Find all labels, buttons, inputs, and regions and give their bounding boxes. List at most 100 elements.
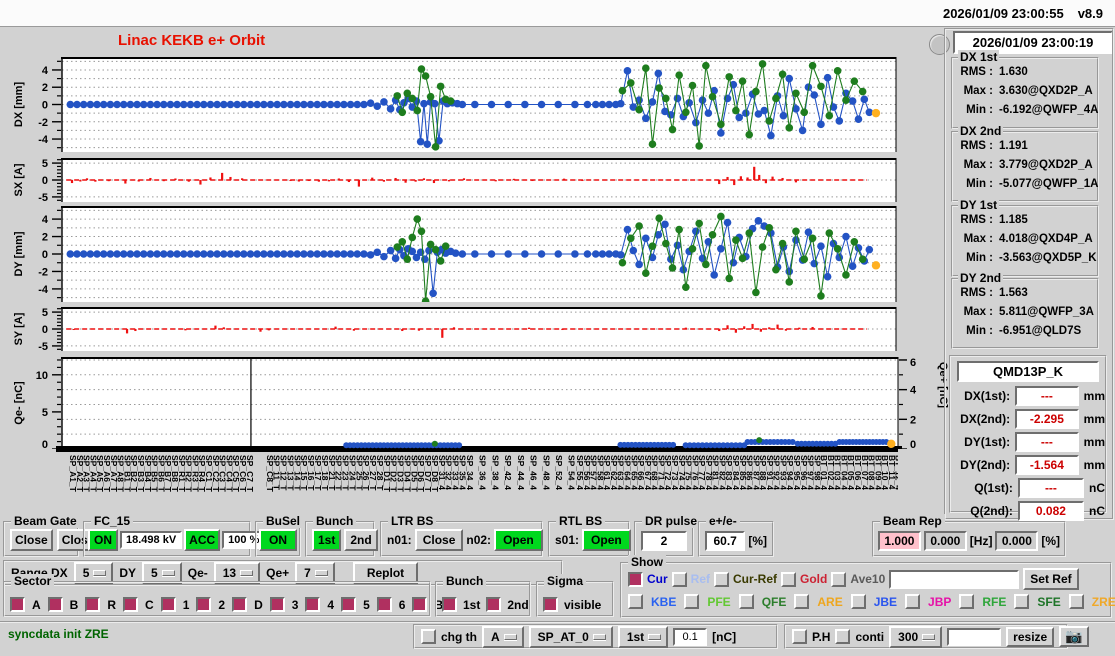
range-dx-dropdown[interactable]: 5 <box>73 562 114 584</box>
bunch-dropdown[interactable]: 1st <box>617 625 669 648</box>
show-sfe-checkbox[interactable] <box>1014 594 1030 609</box>
svg-text:SP_C6_T: SP_C6_T <box>238 455 248 493</box>
dx2nd-value: -2.295 <box>1015 408 1079 429</box>
bunch-2nd-button[interactable]: 2nd <box>344 529 378 551</box>
sector-checkbox-c[interactable] <box>123 597 139 612</box>
svg-text:DX [mm]: DX [mm] <box>13 82 25 128</box>
show-rfe-checkbox[interactable] <box>959 594 975 609</box>
sector-checkbox-4[interactable] <box>305 597 321 612</box>
max-line: Max :3.630@QXD2P_A <box>953 82 1097 101</box>
set-ref-button[interactable]: Set Ref <box>1023 568 1079 590</box>
monitor-row: DX(1st): --- mm <box>951 384 1105 407</box>
beam-gate-close-button-1[interactable]: Close <box>10 529 53 551</box>
busel-on-button[interactable]: ON <box>259 529 297 551</box>
sector-checkbox-d[interactable] <box>232 597 248 612</box>
svg-text:SP_92_4: SP_92_4 <box>772 455 782 490</box>
monitor-row: DY(2nd): -1.564 mm <box>951 453 1105 476</box>
svg-text:SP_95_4: SP_95_4 <box>792 455 802 490</box>
svg-text:BT_06_4: BT_06_4 <box>853 455 863 490</box>
sector-checkbox-3[interactable] <box>269 597 285 612</box>
app-version: v8.9 <box>1077 5 1103 21</box>
svg-text:SP_64_4: SP_64_4 <box>623 455 633 490</box>
show-ave10-checkbox[interactable] <box>831 571 847 587</box>
count-input[interactable] <box>947 627 1002 646</box>
bunch-1st-checkbox[interactable] <box>442 597 457 612</box>
bpm-name-axis-labels: SP_A1_T SP_A2_T SP_A3_T SP_A4_T SP_A5_T SP_A6… <box>8 449 904 512</box>
resize-button[interactable]: resize <box>1006 626 1055 647</box>
sector-checkbox-5[interactable] <box>341 597 357 612</box>
group-title: DX 2nd <box>958 124 1004 138</box>
dy2nd-value: -1.564 <box>1015 454 1079 475</box>
screenshot-button[interactable]: 📷 <box>1059 626 1089 647</box>
range-qem-dropdown[interactable]: 13 <box>213 562 261 584</box>
chg-th-checkbox[interactable] <box>421 629 436 644</box>
svg-text:SP_R1_T: SP_R1_T <box>177 455 187 493</box>
svg-text:SP_82_4: SP_82_4 <box>717 455 727 490</box>
show-kbe-checkbox[interactable] <box>628 594 643 609</box>
count-dropdown[interactable]: 300 <box>889 625 943 648</box>
svg-text:SP_C3_T: SP_C3_T <box>218 455 228 493</box>
svg-text:5: 5 <box>42 407 48 419</box>
sector-checkbox-a[interactable] <box>10 597 25 612</box>
show-cur-ref-checkbox[interactable] <box>714 571 730 587</box>
svg-text:SP_63_4: SP_63_4 <box>616 455 626 490</box>
svg-text:DY [mm]: DY [mm] <box>13 231 25 276</box>
show-qfe-checkbox[interactable] <box>738 594 754 609</box>
svg-text:SP_D6_T: SP_D6_T <box>416 455 426 493</box>
ltr-n01-close-button[interactable]: Close <box>414 529 464 551</box>
mode-dropdown[interactable]: A <box>482 625 524 648</box>
svg-text:SP_72_4: SP_72_4 <box>663 455 673 490</box>
min-line: Min : -5.077@QWFP_1A <box>953 175 1098 194</box>
sector-checkbox-1[interactable] <box>160 597 176 612</box>
show-gold-checkbox[interactable] <box>781 571 797 587</box>
range-qep-dropdown[interactable]: 7 <box>295 562 335 584</box>
svg-text:SP_A6_T: SP_A6_T <box>102 455 112 493</box>
svg-text:SP_A8_T: SP_A8_T <box>116 455 126 493</box>
range-dy-dropdown[interactable]: 5 <box>142 562 182 584</box>
ref-file-input[interactable] <box>889 569 1020 589</box>
svg-text:2: 2 <box>910 414 916 426</box>
show-pfe-checkbox[interactable] <box>684 594 700 609</box>
svg-text:SP_15_T: SP_15_T <box>299 455 309 491</box>
sector-checkbox-bt[interactable] <box>412 597 428 612</box>
show-jbe-checkbox[interactable] <box>850 594 866 609</box>
max-value: 3.779@QXD2P_A <box>999 159 1093 171</box>
show-cur-checkbox[interactable] <box>628 571 643 587</box>
svg-text:SP_D2_T: SP_D2_T <box>389 455 399 493</box>
sector-checkbox-r[interactable] <box>85 597 101 612</box>
svg-text:SP_D7_T: SP_D7_T <box>423 455 433 493</box>
fc15-on-button[interactable]: ON <box>88 529 118 551</box>
bunch-2nd-checkbox[interactable] <box>486 597 502 612</box>
ltr-n02-open-button[interactable]: Open <box>494 529 543 551</box>
svg-text:SP_87_4: SP_87_4 <box>751 455 761 490</box>
conti-checkbox[interactable] <box>835 629 851 644</box>
fc15-kv-field: 18.498 kV <box>120 531 183 549</box>
fc15-acc-button[interactable]: ACC <box>184 529 221 551</box>
svg-text:SP_A2_T: SP_A2_T <box>75 455 85 493</box>
svg-text:SP_25_T: SP_25_T <box>354 455 364 491</box>
beam-rep-pct-value: 0.000 <box>995 531 1039 551</box>
bpm-name-field[interactable]: QMD13P_K <box>957 361 1099 382</box>
max-value: 5.811@QWFP_3A <box>999 306 1094 318</box>
show-ref-checkbox[interactable] <box>671 571 687 587</box>
sigma-visible-checkbox[interactable] <box>543 597 558 612</box>
bunch-1st-button[interactable]: 1st <box>312 529 342 551</box>
show-jbp-checkbox[interactable] <box>905 594 921 609</box>
ph-checkbox[interactable] <box>792 629 807 644</box>
svg-text:0: 0 <box>42 175 48 187</box>
dy1st-value: --- <box>1015 431 1079 452</box>
svg-text:BT_11_4: BT_11_4 <box>887 455 897 490</box>
sector-checkbox-2[interactable] <box>196 597 212 612</box>
show-zre-checkbox[interactable] <box>1068 594 1084 609</box>
rtl-s01-open-button[interactable]: Open <box>582 529 631 551</box>
sector-checkbox-b[interactable] <box>47 597 63 612</box>
replot-button[interactable]: Replot <box>352 562 419 584</box>
svg-text:BT_07_4: BT_07_4 <box>860 455 870 490</box>
sp-at-dropdown[interactable]: SP_AT_0 <box>528 625 613 648</box>
sector-checkbox-6[interactable] <box>376 597 392 612</box>
svg-text:2: 2 <box>42 82 48 94</box>
threshold-input[interactable] <box>673 627 708 646</box>
beam-rep-group: Beam Rep 1.000 0.000 [Hz] 0.000 [%] <box>872 514 1066 557</box>
show-are-checkbox[interactable] <box>794 594 810 609</box>
svg-text:-2: -2 <box>38 117 48 129</box>
